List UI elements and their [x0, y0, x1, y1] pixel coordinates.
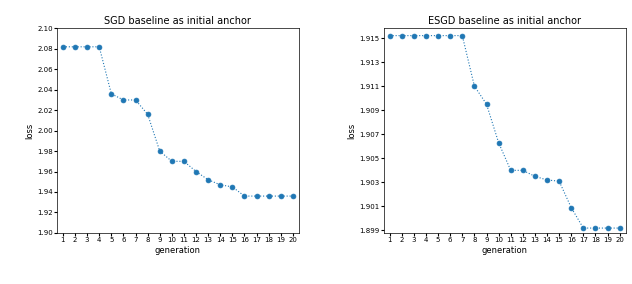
Y-axis label: loss: loss — [25, 122, 34, 139]
X-axis label: generation: generation — [155, 246, 201, 255]
Title: ESGD baseline as initial anchor: ESGD baseline as initial anchor — [428, 16, 581, 26]
X-axis label: generation: generation — [482, 246, 528, 255]
Y-axis label: loss: loss — [348, 122, 356, 139]
Title: SGD baseline as initial anchor: SGD baseline as initial anchor — [104, 16, 252, 26]
